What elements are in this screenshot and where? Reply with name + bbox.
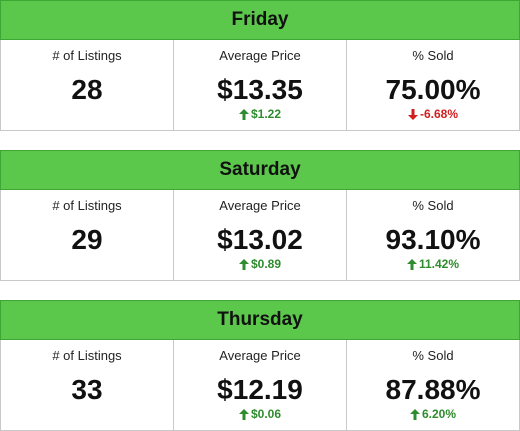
listings-label: # of Listings	[52, 48, 122, 63]
pct-sold-label: % Sold	[412, 348, 454, 363]
listings-value: 33	[71, 374, 103, 405]
listings-cell: # of Listings 28	[1, 40, 174, 130]
pct-sold-cell: % Sold 87.88% 6.20%	[347, 340, 519, 430]
card-metrics: # of Listings 33 Average Price $12.19 $0…	[0, 340, 520, 431]
listings-value: 28	[71, 74, 103, 105]
delta-value: 11.42%	[418, 257, 460, 271]
card-header: Saturday	[0, 150, 520, 190]
avg-price-delta: $1.22	[174, 107, 346, 121]
avg-price-value: $13.02	[217, 224, 303, 255]
pct-sold-label: % Sold	[412, 198, 454, 213]
avg-price-cell: Average Price $12.19 $0.06	[174, 340, 347, 430]
pct-sold-label: % Sold	[412, 48, 454, 63]
summary-card-friday: Friday # of Listings 28 Average Price $1…	[0, 0, 520, 131]
summary-card-saturday: Saturday # of Listings 29 Average Price …	[0, 150, 520, 281]
avg-price-delta: $0.89	[174, 257, 346, 271]
arrow-down-icon	[407, 108, 418, 120]
listings-value: 29	[71, 224, 103, 255]
avg-price-label: Average Price	[219, 48, 301, 63]
arrow-up-icon	[409, 408, 420, 420]
pct-sold-value: 87.88%	[385, 374, 481, 405]
pct-sold-cell: % Sold 93.10% 11.42%	[347, 190, 519, 280]
pct-sold-delta: -6.68%	[347, 107, 519, 121]
delta-value: 6.20%	[421, 407, 457, 421]
delta-value: $0.06	[250, 407, 282, 421]
pct-sold-delta: 11.42%	[347, 257, 519, 271]
arrow-up-icon	[238, 108, 249, 120]
pct-sold-value: 75.00%	[385, 74, 481, 105]
summary-card-thursday: Thursday # of Listings 33 Average Price …	[0, 300, 520, 431]
arrow-up-icon	[406, 258, 417, 270]
avg-price-label: Average Price	[219, 198, 301, 213]
listings-label: # of Listings	[52, 348, 122, 363]
pct-sold-cell: % Sold 75.00% -6.68%	[347, 40, 519, 130]
delta-value: $0.89	[250, 257, 282, 271]
card-metrics: # of Listings 28 Average Price $13.35 $1…	[0, 40, 520, 131]
avg-price-cell: Average Price $13.02 $0.89	[174, 190, 347, 280]
avg-price-value: $13.35	[217, 74, 303, 105]
avg-price-cell: Average Price $13.35 $1.22	[174, 40, 347, 130]
arrow-up-icon	[238, 408, 249, 420]
arrow-up-icon	[238, 258, 249, 270]
pct-sold-delta: 6.20%	[347, 407, 519, 421]
listings-cell: # of Listings 29	[1, 190, 174, 280]
card-metrics: # of Listings 29 Average Price $13.02 $0…	[0, 190, 520, 281]
avg-price-value: $12.19	[217, 374, 303, 405]
avg-price-delta: $0.06	[174, 407, 346, 421]
card-header: Friday	[0, 0, 520, 40]
listings-cell: # of Listings 33	[1, 340, 174, 430]
delta-value: -6.68%	[419, 107, 459, 121]
listings-label: # of Listings	[52, 198, 122, 213]
pct-sold-value: 93.10%	[385, 224, 481, 255]
card-header: Thursday	[0, 300, 520, 340]
delta-value: $1.22	[250, 107, 282, 121]
avg-price-label: Average Price	[219, 348, 301, 363]
